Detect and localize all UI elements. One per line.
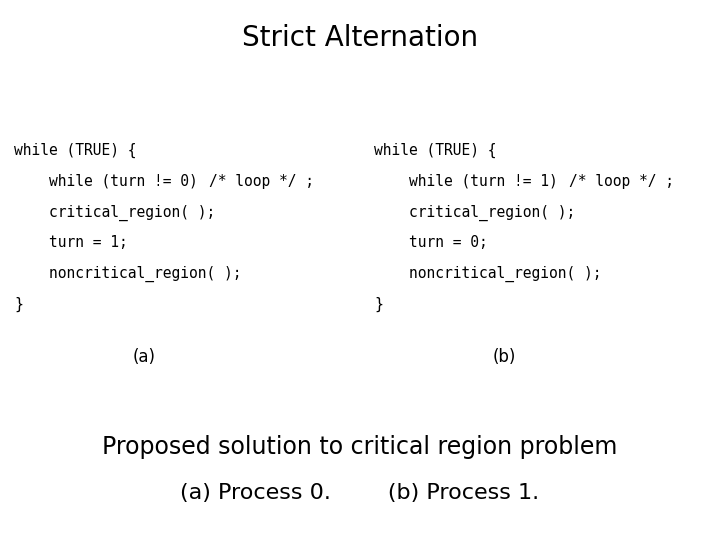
Text: critical_region( );: critical_region( ); [374, 205, 576, 221]
Text: turn = 1;: turn = 1; [14, 235, 128, 251]
Text: critical_region( );: critical_region( ); [14, 205, 216, 221]
Text: Proposed solution to critical region problem: Proposed solution to critical region pro… [102, 435, 618, 458]
Text: turn = 0;: turn = 0; [374, 235, 488, 251]
Text: /* loop */ ;: /* loop */ ; [569, 174, 674, 189]
Text: while (TRUE) {: while (TRUE) { [374, 143, 497, 158]
Text: (b): (b) [492, 348, 516, 366]
Text: }: } [374, 297, 383, 312]
Text: noncritical_region( );: noncritical_region( ); [374, 266, 602, 282]
Text: noncritical_region( );: noncritical_region( ); [14, 266, 242, 282]
Text: (a) Process 0.        (b) Process 1.: (a) Process 0. (b) Process 1. [181, 483, 539, 503]
Text: }: } [14, 297, 23, 312]
Text: (a): (a) [132, 348, 156, 366]
Text: while (turn != 1): while (turn != 1) [374, 174, 558, 189]
Text: Strict Alternation: Strict Alternation [242, 24, 478, 52]
Text: while (turn != 0): while (turn != 0) [14, 174, 198, 189]
Text: /* loop */ ;: /* loop */ ; [209, 174, 314, 189]
Text: while (TRUE) {: while (TRUE) { [14, 143, 137, 158]
